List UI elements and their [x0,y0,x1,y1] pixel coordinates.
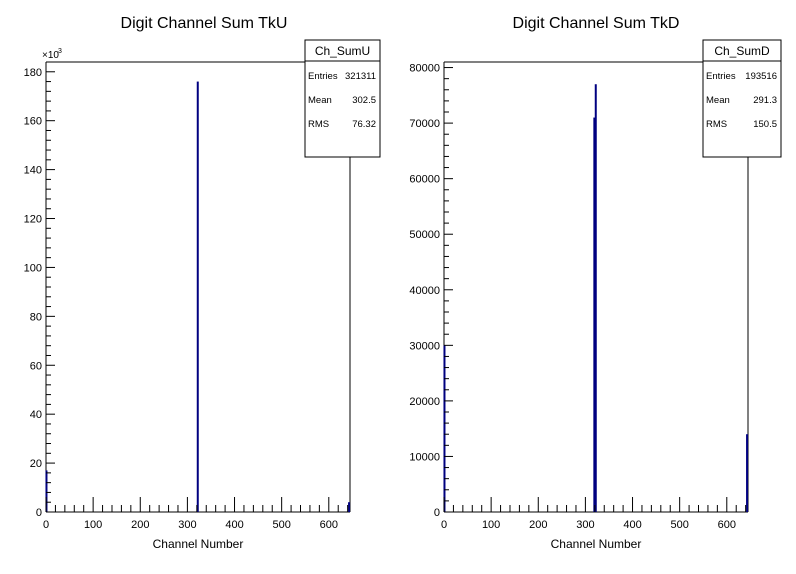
histogram-panel: Digit Channel Sum TkD 0 100 200 300 400 500 600… [409,15,782,551]
histogram-bin [746,434,749,512]
stats-histogram-name: Ch_SumD [714,44,770,58]
histogram-bin [443,345,446,512]
stats-value: 321311 [345,71,376,82]
x-tick-label: 100 [482,519,500,531]
y-tick-label: 70000 [409,118,440,130]
x-tick-label: 500 [670,519,688,531]
x-tick-label: 400 [623,519,641,531]
y-tick-label: 140 [24,165,42,177]
histogram-bin [196,81,199,512]
x-axis-title: Channel Number [153,537,244,551]
y-tick-label: 120 [24,214,42,226]
y-tick-label: 80 [30,311,42,323]
histogram-bin [348,502,351,512]
histogram-bin [45,470,48,512]
y-tick-label: 40 [30,409,42,421]
y-tick-label: 180 [24,67,42,79]
x-tick-label: 200 [529,519,547,531]
x-tick-label: 300 [576,519,594,531]
x-axis-title: Channel Number [551,537,642,551]
y-tick-label: 20 [30,458,42,470]
y-tick-label: 0 [434,507,440,519]
y-axis-multiplier: ×10 [42,50,59,61]
stats-value: 150.5 [753,119,777,130]
stats-histogram-name: Ch_SumU [315,44,370,58]
stats-box-frame [304,39,381,158]
stats-value: 291.3 [753,95,777,106]
x-tick-label: 0 [43,519,49,531]
stats-box: Ch_SumU Entries 321311 Mean 302.5 RMS 76.32 [304,39,381,158]
y-tick-label: 80000 [409,63,440,75]
stats-value: 193516 [745,71,777,82]
stats-box-frame [702,39,782,158]
x-tick-label: 300 [178,519,196,531]
y-axis-multiplier-exponent: 3 [58,48,62,55]
y-tick-label: 60000 [409,174,440,186]
stats-label: Entries [308,71,338,82]
y-tick-label: 50000 [409,229,440,241]
x-tick-label: 100 [84,519,102,531]
y-tick-label: 40000 [409,285,440,297]
stats-value: 76.32 [352,119,376,130]
y-tick-label: 0 [36,507,42,519]
stats-value: 302.5 [352,95,376,106]
x-tick-label: 500 [272,519,290,531]
stats-label: Entries [706,71,736,82]
y-tick-label: 160 [24,116,42,128]
stats-label: RMS [706,119,727,130]
histogram-bin [594,84,597,512]
stats-box: Ch_SumD Entries 193516 Mean 291.3 RMS 150.5 [702,39,782,158]
stats-label: Mean [308,95,332,106]
x-tick-label: 600 [718,519,736,531]
stats-label: RMS [308,119,329,130]
x-tick-label: 600 [320,519,338,531]
y-tick-label: 60 [30,360,42,372]
y-tick-label: 10000 [409,451,440,463]
x-tick-label: 200 [131,519,149,531]
chart-title: Digit Channel Sum TkU [121,15,288,32]
chart-title: Digit Channel Sum TkD [513,15,680,32]
stats-label: Mean [706,95,730,106]
x-tick-label: 0 [441,519,447,531]
y-tick-label: 100 [24,262,42,274]
x-tick-label: 400 [225,519,243,531]
histogram-bin [593,117,596,513]
y-tick-label: 20000 [409,396,440,408]
y-tick-label: 30000 [409,340,440,352]
